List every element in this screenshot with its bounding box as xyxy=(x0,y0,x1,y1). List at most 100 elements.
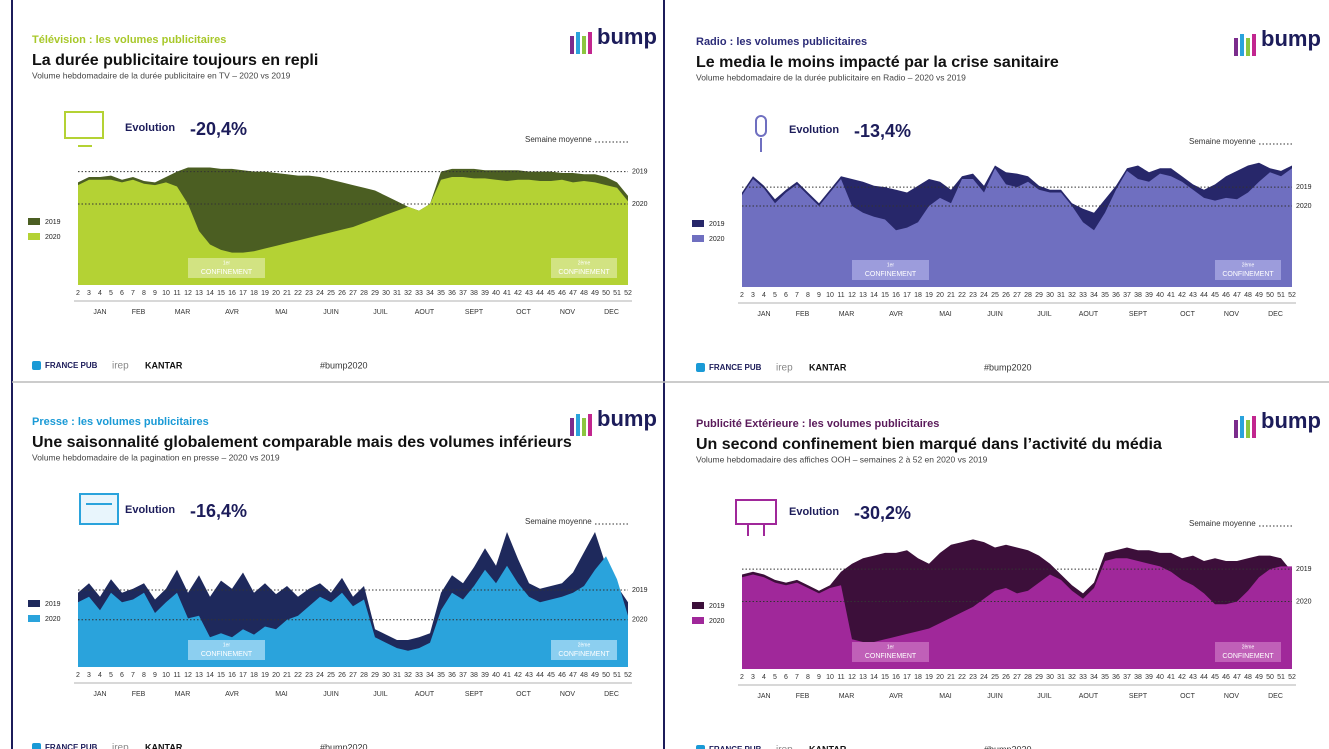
x-tick-label: 22 xyxy=(958,674,966,681)
x-tick-label: 45 xyxy=(547,290,555,297)
legend-label: 2020 xyxy=(45,234,61,241)
x-tick-label: 18 xyxy=(914,292,922,299)
x-tick-label: 11 xyxy=(173,672,180,679)
x-tick-label: 11 xyxy=(173,290,180,297)
legend-swatch xyxy=(28,218,40,225)
month-label: NOV xyxy=(560,691,576,698)
month-label: JUIN xyxy=(987,693,1003,700)
x-tick-label: 38 xyxy=(1134,674,1142,681)
annotation-box xyxy=(1215,260,1281,280)
annotation-text: CONFINEMENT xyxy=(865,271,917,278)
x-tick-label: 45 xyxy=(1211,674,1219,681)
x-tick-label: 25 xyxy=(327,672,335,679)
x-tick-label: 12 xyxy=(184,672,192,679)
x-tick-label: 51 xyxy=(613,290,621,297)
x-tick-label: 19 xyxy=(925,674,933,681)
x-tick-label: 2 xyxy=(740,292,744,299)
annotation-box xyxy=(188,258,265,278)
x-tick-label: 15 xyxy=(881,292,889,299)
month-label: MAI xyxy=(939,693,952,700)
x-tick-label: 51 xyxy=(1277,292,1285,299)
logo-bar xyxy=(588,32,592,54)
panel-title: Une saisonnalité globalement comparable … xyxy=(32,434,572,451)
x-tick-label: 24 xyxy=(316,290,324,297)
x-tick-label: 24 xyxy=(980,674,988,681)
evolution-label: Evolution xyxy=(125,122,175,134)
logo-bar xyxy=(1252,34,1256,56)
evolution-label: Evolution xyxy=(125,504,175,516)
month-label: MAR xyxy=(175,309,191,316)
annotation-text: 1er xyxy=(887,644,895,650)
x-tick-label: 37 xyxy=(1123,292,1131,299)
reference-label: 2020 xyxy=(632,201,648,208)
x-tick-label: 15 xyxy=(217,290,225,297)
month-label: JAN xyxy=(93,309,106,316)
x-tick-label: 41 xyxy=(1167,292,1175,299)
x-tick-label: 52 xyxy=(1288,292,1296,299)
x-tick-label: 44 xyxy=(536,672,544,679)
x-tick-label: 7 xyxy=(131,290,135,297)
x-tick-label: 7 xyxy=(795,292,799,299)
x-tick-label: 2 xyxy=(740,674,744,681)
average-label: Semaine moyenne xyxy=(1189,137,1256,146)
x-tick-label: 23 xyxy=(969,674,977,681)
x-tick-label: 33 xyxy=(1079,292,1087,299)
x-tick-label: 40 xyxy=(1156,292,1164,299)
x-tick-label: 6 xyxy=(120,672,124,679)
month-label: AVR xyxy=(225,309,239,316)
annotation-text: CONFINEMENT xyxy=(558,651,610,658)
footer-brand: KANTAR xyxy=(145,742,183,749)
panel-subtitle: Volume hebdomadaire des affiches OOH – s… xyxy=(696,454,988,464)
x-tick-label: 30 xyxy=(1046,674,1054,681)
x-tick-label: 16 xyxy=(228,290,236,297)
month-label: MAI xyxy=(275,691,288,698)
x-tick-label: 39 xyxy=(1145,292,1153,299)
x-tick-label: 12 xyxy=(848,674,856,681)
x-tick-label: 6 xyxy=(784,292,788,299)
x-tick-label: 46 xyxy=(558,672,566,679)
x-tick-label: 8 xyxy=(806,292,810,299)
annotation-text: 1er xyxy=(223,260,231,266)
x-tick-label: 35 xyxy=(1101,292,1109,299)
x-tick-label: 41 xyxy=(1167,674,1175,681)
annotation-box xyxy=(551,640,617,660)
panel: Presse : les volumes publicitaires Une sa… xyxy=(28,406,657,749)
footer-brand: FRANCE PUB xyxy=(45,361,98,370)
x-tick-label: 31 xyxy=(1057,674,1065,681)
section-label: Publicité Extérieure : les volumes publi… xyxy=(696,418,939,430)
x-tick-label: 13 xyxy=(859,292,867,299)
x-tick-label: 33 xyxy=(415,290,423,297)
footer-brand: KANTAR xyxy=(809,362,847,372)
logo-bar xyxy=(570,36,574,54)
x-tick-label: 21 xyxy=(947,292,955,299)
x-tick-label: 22 xyxy=(958,292,966,299)
x-tick-label: 32 xyxy=(404,290,412,297)
x-tick-label: 34 xyxy=(1090,674,1098,681)
x-tick-label: 25 xyxy=(991,674,999,681)
x-tick-label: 3 xyxy=(87,672,91,679)
month-label: NOV xyxy=(1224,693,1240,700)
panel-title: Le media le moins impacté par la crise s… xyxy=(696,54,1059,71)
x-tick-label: 36 xyxy=(448,672,456,679)
x-tick-label: 2 xyxy=(76,672,80,679)
logo-bar xyxy=(1234,420,1238,438)
x-tick-label: 43 xyxy=(1189,674,1197,681)
legend-swatch xyxy=(692,235,704,242)
footer-hashtag: #bump2020 xyxy=(320,742,368,749)
x-tick-label: 37 xyxy=(1123,674,1131,681)
x-tick-label: 21 xyxy=(283,672,291,679)
x-tick-label: 9 xyxy=(153,290,157,297)
x-tick-label: 44 xyxy=(536,290,544,297)
footer-icon xyxy=(696,363,705,372)
average-label: Semaine moyenne xyxy=(1189,519,1256,528)
evolution-label: Evolution xyxy=(789,124,839,136)
x-tick-label: 10 xyxy=(826,674,834,681)
x-tick-label: 29 xyxy=(1035,292,1043,299)
section-label: Radio : les volumes publicitaires xyxy=(696,36,867,48)
annotation-text: CONFINEMENT xyxy=(201,269,253,276)
x-tick-label: 17 xyxy=(903,674,911,681)
evolution-value: -20,4% xyxy=(190,119,247,139)
month-label: DEC xyxy=(1268,311,1283,318)
x-tick-label: 40 xyxy=(1156,674,1164,681)
x-tick-label: 30 xyxy=(382,672,390,679)
